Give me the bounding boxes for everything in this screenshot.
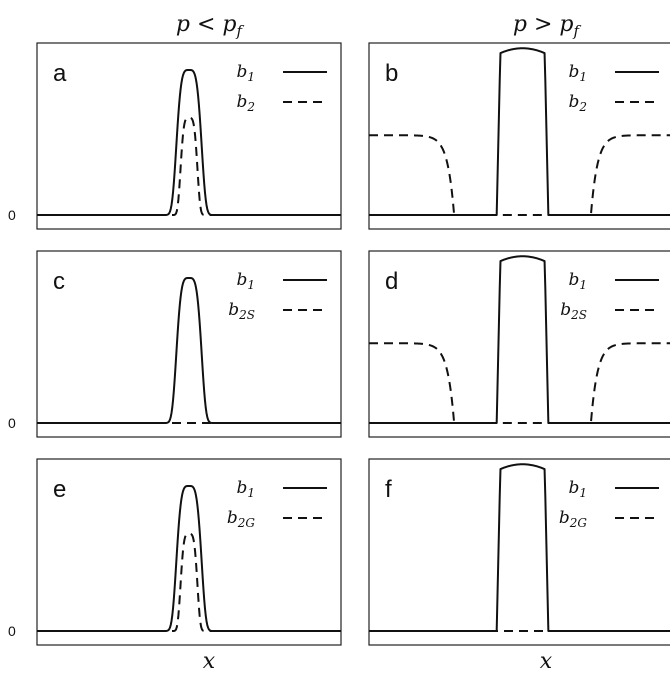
series-b1-line [36, 485, 342, 632]
legend-label-2: b2G [227, 508, 256, 530]
panel-frame [36, 458, 342, 646]
legend-label-1: b1 [236, 270, 255, 292]
series-b2S-line [369, 342, 670, 424]
series-b2-line [37, 116, 341, 216]
zero-tick-label: 0 [8, 207, 16, 223]
zero-tick-label: 0 [8, 623, 16, 639]
legend-label-2: b2G [559, 508, 588, 530]
panel-frame [36, 250, 342, 438]
legend-label-1: b1 [568, 270, 587, 292]
panel-a: a 0 b1 b2 [8, 42, 342, 230]
series-b1-line [368, 47, 670, 216]
panel-e: e 0 b1 b2G [8, 458, 342, 646]
panel-letter: c [53, 268, 65, 295]
series-b1-line [36, 69, 342, 216]
legend-label-1: b1 [236, 62, 255, 84]
panel-letter: e [53, 476, 66, 503]
zero-tick-label: 0 [8, 415, 16, 431]
legend-label-1: b1 [568, 62, 587, 84]
x-axis-label-2: x [540, 649, 553, 674]
series-b2-line [369, 134, 670, 216]
panel-letter: b [385, 60, 398, 87]
panel-frame [368, 458, 670, 646]
series-b1-line [36, 277, 342, 424]
panel-f: f b1 b2G [368, 458, 670, 646]
x-axis-label-1: x [203, 649, 216, 674]
legend-label-2: b2 [568, 92, 587, 114]
panel-frame [36, 42, 342, 230]
legend-label-2: b2 [236, 92, 255, 114]
legend-label-2: b2S [228, 300, 255, 322]
legend-label-2: b2S [560, 300, 587, 322]
column-title-1: p < pf [176, 12, 245, 40]
panel-letter: a [53, 60, 67, 87]
series-b1-line [368, 255, 670, 424]
column-title-2: p > pf [513, 12, 582, 40]
panel-letter: d [385, 268, 398, 295]
panel-letter: f [385, 476, 392, 503]
panel-b: b b1 b2 [368, 42, 670, 230]
series-b1-line [368, 463, 670, 632]
legend-label-1: b1 [236, 478, 255, 500]
panel-c: c 0 b1 b2S [8, 250, 342, 438]
panel-d: d b1 b2S [368, 250, 670, 438]
series-b2G-line [37, 532, 341, 632]
legend-label-1: b1 [568, 478, 587, 500]
